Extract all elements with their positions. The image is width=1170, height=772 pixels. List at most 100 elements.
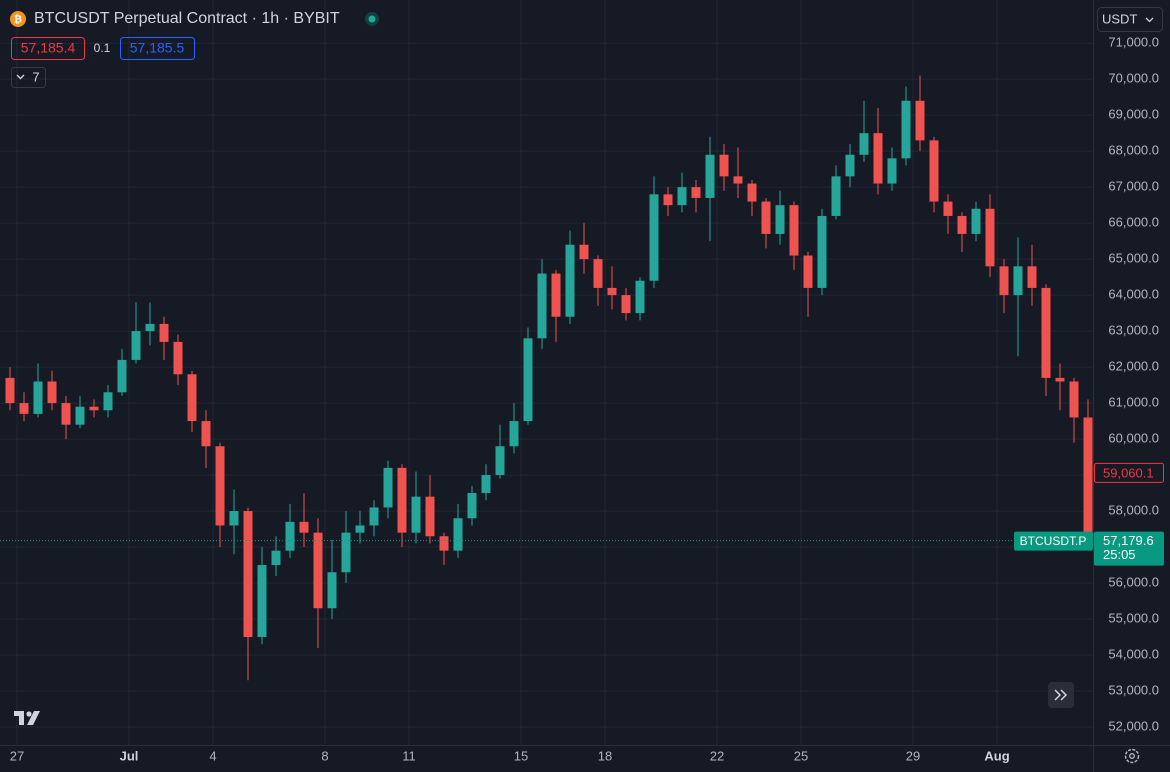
y-tick-label: 55,000.0 [1108, 610, 1159, 625]
x-tick-label: 4 [209, 748, 216, 763]
candle-body [943, 201, 953, 216]
candle-body [257, 565, 267, 638]
symbol-tag-label: BTCUSDT.P [1020, 534, 1087, 548]
candle-body [117, 359, 127, 393]
candle-body [19, 403, 29, 414]
indicators-toggle[interactable] [11, 67, 46, 88]
candle-body [411, 496, 421, 533]
candle-body [761, 201, 771, 234]
sell-button[interactable] [11, 37, 85, 60]
y-tick-label: 54,000.0 [1108, 646, 1159, 661]
candle-body [957, 215, 967, 234]
candle-body [131, 331, 141, 360]
price-tag [1094, 531, 1164, 566]
candle-body [705, 154, 715, 198]
candle-body [649, 194, 659, 281]
currency-select[interactable] [1097, 7, 1163, 32]
y-tick-label: 58,000.0 [1108, 503, 1159, 518]
buy-button[interactable] [120, 37, 195, 60]
candle-body [369, 507, 379, 526]
candle-body [425, 496, 435, 537]
y-tick-label: 52,000.0 [1108, 718, 1159, 733]
tradingview-logo [14, 711, 40, 725]
candle-body [327, 572, 337, 609]
candle-body [159, 323, 169, 342]
y-tick-label: 70,000.0 [1108, 71, 1159, 86]
candle-body [229, 511, 239, 526]
x-tick-label: 8 [321, 748, 328, 763]
y-tick-label: 66,000.0 [1108, 215, 1159, 230]
candle-body [523, 338, 533, 422]
y-tick-label: 61,000.0 [1108, 395, 1159, 410]
candle-body [691, 187, 701, 198]
candle-body [47, 381, 57, 404]
candle-body [5, 377, 15, 404]
candle-body [859, 133, 869, 155]
status-dot [368, 15, 376, 23]
chart-title: BTCUSDT Perpetual Contract · 1h · BYBIT [34, 10, 340, 27]
y-tick-label: 64,000.0 [1108, 287, 1159, 302]
spread: 0.1 [94, 41, 111, 55]
x-tick-label: 11 [402, 748, 416, 763]
candle-body [565, 244, 575, 317]
countdown: 25:05 [1103, 547, 1136, 562]
x-tick-label: 15 [514, 748, 528, 763]
candle-body [467, 493, 477, 519]
sell-price: 57,185.4 [21, 40, 76, 56]
candle-body [397, 467, 407, 533]
symbol-tag [1014, 531, 1093, 551]
candles [5, 75, 1093, 681]
candle-body [187, 374, 197, 422]
candle-body [915, 100, 925, 141]
y-tick-label: 56,000.0 [1108, 574, 1159, 589]
candle-body [299, 521, 309, 533]
candle-body [663, 194, 673, 206]
x-tick-label: 22 [710, 748, 724, 763]
candle-body [1013, 266, 1023, 296]
price-tag [1094, 462, 1164, 483]
indicators-count: 7 [32, 69, 39, 84]
y-tick-label: 62,000.0 [1108, 359, 1159, 374]
candle-body [285, 521, 295, 551]
candle-body [481, 475, 491, 494]
candle-body [817, 215, 827, 288]
candle-body [75, 406, 85, 425]
y-tick-label: 69,000.0 [1108, 107, 1159, 122]
candle-body [243, 511, 253, 638]
candle-body [1041, 287, 1051, 378]
candle-body [383, 467, 393, 508]
candle-body [677, 187, 687, 206]
candle-body [1027, 266, 1037, 288]
candle-body [733, 176, 743, 184]
settings-button[interactable] [1124, 748, 1140, 764]
candle-body [453, 518, 463, 551]
y-tick-label: 71,000.0 [1108, 35, 1159, 50]
x-tick-label: 25 [794, 748, 808, 763]
candle-body [355, 525, 365, 533]
candle-body [89, 406, 99, 411]
y-tick-label: 65,000.0 [1108, 251, 1159, 266]
candle-body [439, 536, 449, 551]
price-tag-label: 59,060.1 [1103, 465, 1154, 480]
price-tag-label: 57,179.6 [1103, 533, 1154, 548]
candle-body [495, 446, 505, 476]
candle-body [901, 100, 911, 159]
candle-body [271, 550, 281, 566]
candle-body [873, 133, 883, 184]
y-tick-label: 53,000.0 [1108, 682, 1159, 697]
candle-body [719, 154, 729, 177]
candle-body [201, 421, 211, 447]
candle-body [61, 403, 71, 425]
x-tick-label: 18 [598, 748, 612, 763]
chevron [1145, 17, 1154, 23]
candle-body [103, 392, 113, 411]
candle-body [313, 532, 323, 609]
chevron [16, 74, 25, 80]
candle-body [341, 532, 351, 573]
currency: USDT [1102, 11, 1137, 26]
candle-body [551, 273, 561, 317]
candle-body [887, 158, 897, 184]
candle-body [1055, 377, 1065, 382]
candle-body [145, 323, 155, 332]
